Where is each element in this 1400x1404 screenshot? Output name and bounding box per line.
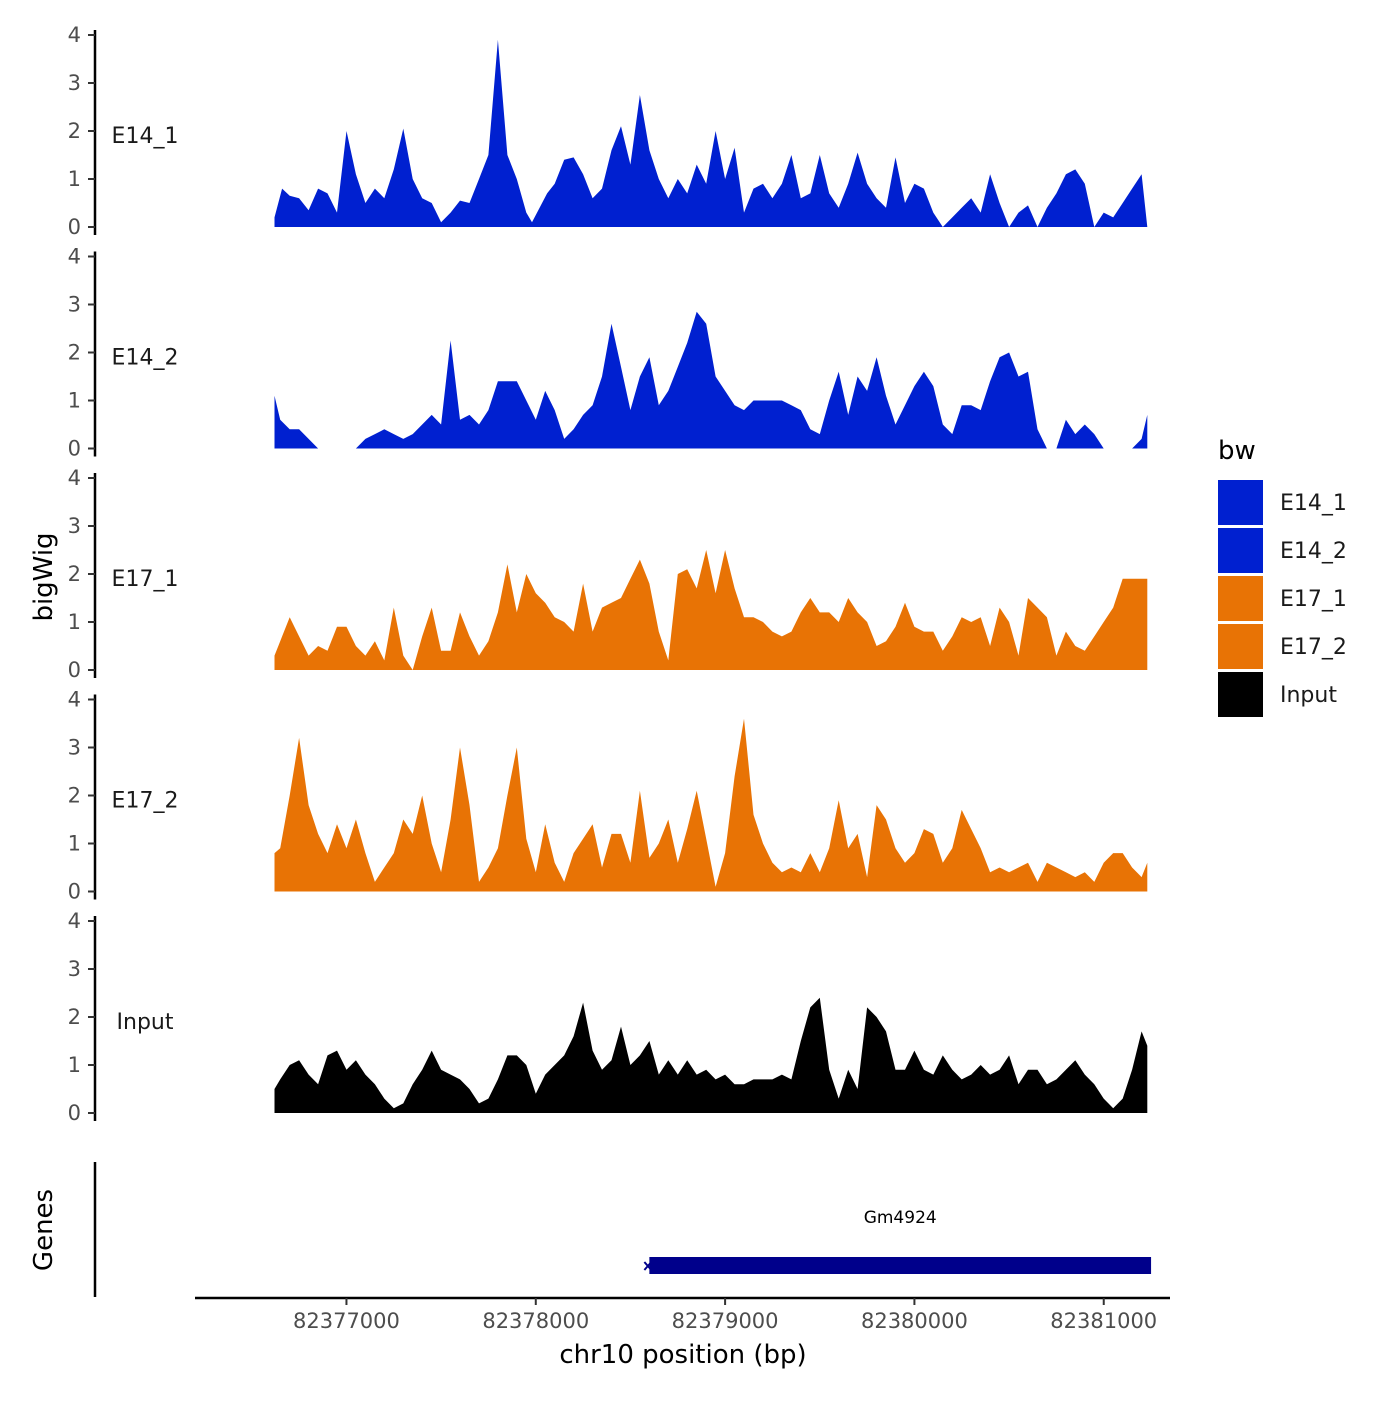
area-series-e17-2 bbox=[274, 718, 1148, 892]
track-e14-2: 0 1 2 3 4 E14_2 bbox=[68, 245, 1148, 461]
legend-swatch-input bbox=[1218, 672, 1263, 717]
track-label: E17_2 bbox=[112, 789, 179, 814]
y-tick-label: 0 bbox=[68, 215, 81, 239]
y-tick-label: 3 bbox=[68, 514, 81, 538]
legend-swatch-e14-1 bbox=[1218, 480, 1263, 525]
y-tick-label: 0 bbox=[68, 658, 81, 682]
y-tick-label: 1 bbox=[68, 167, 81, 191]
track-label: E17_1 bbox=[112, 567, 179, 592]
y-tick-label: 3 bbox=[68, 293, 81, 317]
x-axis: 82377000 82378000 82379000 82380000 82381000 bbox=[195, 1296, 1170, 1333]
legend-label: Input bbox=[1280, 683, 1337, 708]
area-series-input bbox=[274, 997, 1148, 1113]
legend-label: E14_2 bbox=[1280, 539, 1347, 564]
track-label: E14_1 bbox=[112, 124, 179, 149]
y-tick-label: 1 bbox=[68, 832, 81, 856]
y-tick-label: 3 bbox=[68, 71, 81, 95]
y-tick-label: 2 bbox=[68, 562, 81, 586]
y-tick-label: 3 bbox=[68, 736, 81, 760]
x-tick-label: 82380000 bbox=[861, 1309, 968, 1333]
legend-label: E14_1 bbox=[1280, 491, 1347, 516]
y-tick-label: 4 bbox=[68, 245, 81, 269]
track-e17-2: 0 1 2 3 4 E17_2 bbox=[68, 688, 1148, 904]
y-tick-label: 4 bbox=[68, 688, 81, 712]
track-e17-1: 0 1 2 3 4 E17_1 bbox=[68, 466, 1148, 682]
y-tick-label: 1 bbox=[68, 610, 81, 634]
gene-label: Gm4924 bbox=[864, 1208, 937, 1228]
legend-swatch-e17-2 bbox=[1218, 624, 1263, 669]
x-tick-label: 82381000 bbox=[1050, 1309, 1157, 1333]
y-tick-label: 4 bbox=[68, 909, 81, 933]
coverage-tracks: 0 1 2 3 4 E14_1 0 1 2 3 4 E14_2 0 1 2 3 4 E17_1 0 1 2 3 4 E17_2… bbox=[68, 23, 1148, 1125]
y-tick-label: 0 bbox=[68, 1101, 81, 1125]
track-label: E14_2 bbox=[112, 346, 179, 371]
y-tick-label: 0 bbox=[68, 880, 81, 904]
legend-title: bw bbox=[1218, 436, 1256, 466]
legend-swatch-e14-2 bbox=[1218, 528, 1263, 573]
y-tick-label: 3 bbox=[68, 957, 81, 981]
y-tick-label: 1 bbox=[68, 389, 81, 413]
area-series-e14-2 bbox=[274, 311, 1148, 449]
track-e14-1: 0 1 2 3 4 E14_1 bbox=[68, 23, 1148, 239]
legend-label: E17_2 bbox=[1280, 635, 1347, 660]
legend-label: E17_1 bbox=[1280, 587, 1347, 612]
y-tick-label: 4 bbox=[68, 23, 81, 47]
legend: bw E14_1 E14_2 E17_1 E17_2 Input bbox=[1218, 436, 1347, 717]
y-tick-label: 2 bbox=[68, 119, 81, 143]
x-tick-label: 82377000 bbox=[293, 1309, 400, 1333]
x-axis-title: chr10 position (bp) bbox=[559, 1340, 806, 1370]
genes-panel: Gm4924 bbox=[93, 1162, 1152, 1297]
x-tick-label: 82379000 bbox=[672, 1309, 779, 1333]
gene-strand-mark bbox=[643, 1261, 653, 1271]
track-input: 0 1 2 3 4 Input bbox=[68, 909, 1148, 1125]
y-tick-label: 2 bbox=[68, 784, 81, 808]
gene-body bbox=[649, 1257, 1152, 1274]
x-tick-label: 82378000 bbox=[482, 1309, 589, 1333]
y-tick-label: 1 bbox=[68, 1053, 81, 1077]
y-axis-title: bigWig bbox=[29, 532, 59, 621]
track-label: Input bbox=[117, 1010, 174, 1035]
y-tick-label: 0 bbox=[68, 437, 81, 461]
genes-track-title: Genes bbox=[29, 1189, 59, 1271]
area-series-e14-1 bbox=[274, 39, 1148, 227]
legend-swatch-e17-1 bbox=[1218, 576, 1263, 621]
y-tick-label: 2 bbox=[68, 341, 81, 365]
area-series-e17-1 bbox=[274, 550, 1148, 670]
y-tick-label: 2 bbox=[68, 1005, 81, 1029]
y-tick-label: 4 bbox=[68, 466, 81, 490]
